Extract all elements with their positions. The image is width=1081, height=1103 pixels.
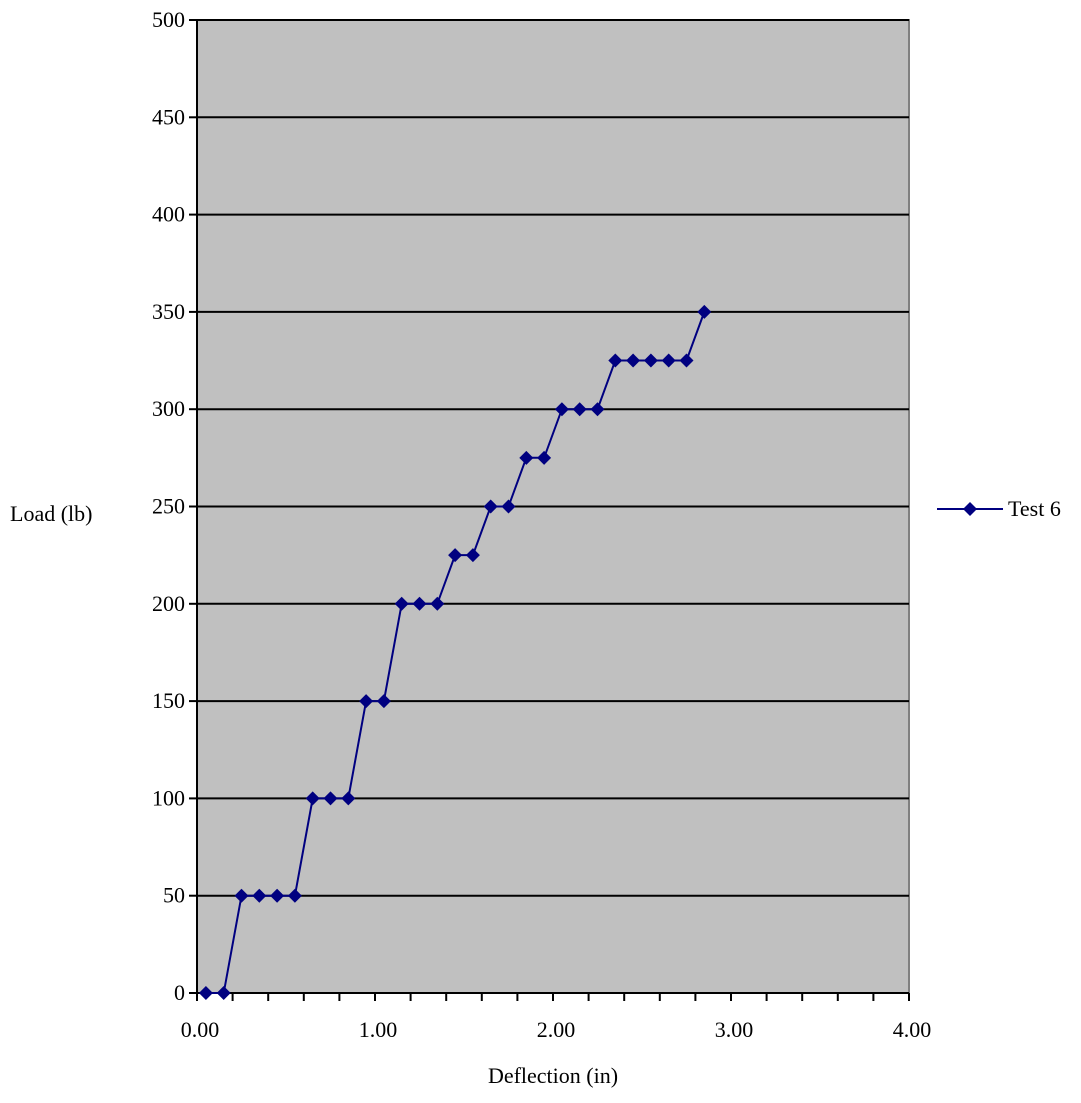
- x-tick-label: 4.00: [893, 1017, 932, 1042]
- y-axis-ticks: 0 50 100 150 200 250 300 350 400 450 500: [152, 7, 197, 1005]
- y-tick-label: 450: [152, 104, 185, 129]
- x-tick-label: 3.00: [715, 1017, 754, 1042]
- x-axis-title: Deflection (in): [488, 1063, 618, 1088]
- y-axis-title: Load (lb): [10, 501, 92, 526]
- legend: Test 6: [937, 496, 1061, 521]
- y-tick-label: 250: [152, 494, 185, 519]
- y-tick-label: 100: [152, 785, 185, 810]
- y-tick-label: 150: [152, 688, 185, 713]
- y-tick-label: 500: [152, 7, 185, 32]
- x-tick-label: 1.00: [359, 1017, 398, 1042]
- y-tick-label: 400: [152, 202, 185, 227]
- y-tick-label: 200: [152, 591, 185, 616]
- x-tick-label: 0.00: [181, 1017, 220, 1042]
- y-tick-label: 350: [152, 299, 185, 324]
- legend-marker: [963, 502, 977, 516]
- x-tick-label: 2.00: [537, 1017, 576, 1042]
- y-tick-label: 0: [174, 980, 185, 1005]
- x-axis-ticks: 0.00 1.00 2.00 3.00 4.00: [181, 993, 932, 1042]
- y-tick-label: 300: [152, 396, 185, 421]
- y-tick-label: 50: [163, 883, 185, 908]
- legend-label: Test 6: [1008, 496, 1061, 521]
